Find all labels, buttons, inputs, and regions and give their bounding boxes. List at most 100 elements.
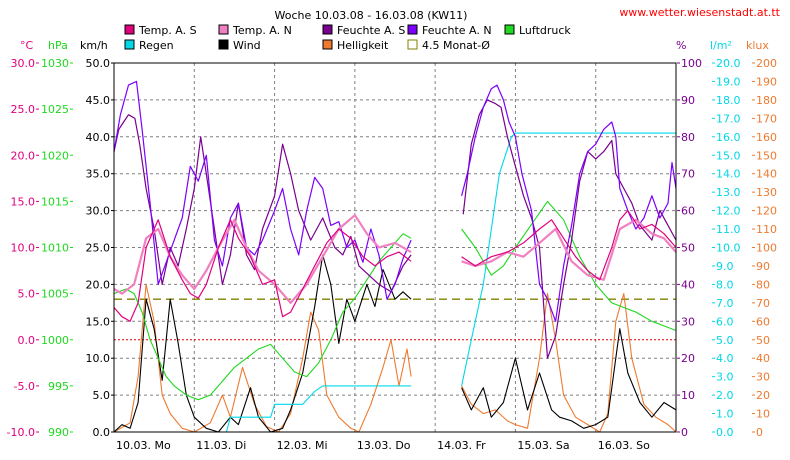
humidity-tick-label: 10 xyxy=(681,389,695,402)
legend-swatch xyxy=(124,24,135,35)
rain-tick-label: 14.0 xyxy=(716,168,741,181)
wind-tick-label: 0.0 xyxy=(93,426,111,439)
rain-tick-label: 17.0 xyxy=(716,112,741,125)
wind-tick-label: 35.0 xyxy=(86,168,111,181)
x-category-label: 12.03. Mi xyxy=(277,439,328,452)
legend-label: Luftdruck xyxy=(519,24,571,37)
pressure-tick-label: 995 xyxy=(48,380,69,393)
pressure-tick-label: 1015 xyxy=(41,195,69,208)
pressure-unit-label: hPa xyxy=(48,39,68,52)
legend-swatch xyxy=(322,24,333,35)
legend-label: Regen xyxy=(139,39,174,52)
axis-ticks: -10.0 -5.0 0.0 5.0 10.0 15.0 20.0 25.0 30.0 990 99… xyxy=(7,57,777,439)
humidity-tick-label: 90 xyxy=(681,94,695,107)
chart-title: Woche 10.03.08 - 16.03.08 (KW11) xyxy=(275,9,468,22)
legend-swatch xyxy=(504,24,515,35)
wind-tick-label: 25.0 xyxy=(86,242,111,255)
pressure-tick-label: 1000 xyxy=(41,334,69,347)
rain-tick-label: 5.0 xyxy=(716,334,734,347)
light-tick-label: 10 xyxy=(756,408,770,421)
wind-tick-label: 40.0 xyxy=(86,131,111,144)
rain-tick-label: 19.0 xyxy=(716,75,741,88)
rain-tick-label: 8.0 xyxy=(716,278,734,291)
x-category-label: 10.03. Mo xyxy=(116,439,171,452)
x-category-label: 11.03. Di xyxy=(196,439,246,452)
rain-tick-label: 10.0 xyxy=(716,242,741,255)
rain-tick-label: 6.0 xyxy=(716,315,734,328)
light-tick-label: 50 xyxy=(756,334,770,347)
rain-tick-label: 11.0 xyxy=(716,223,741,236)
light-tick-label: 0 xyxy=(756,426,763,439)
light-tick-label: 100 xyxy=(756,242,777,255)
light-tick-label: 190 xyxy=(756,75,777,88)
temp-tick-label: 20.0 xyxy=(11,149,36,162)
legend-label: Helligkeit xyxy=(337,39,389,52)
x-category-label: 16.03. So xyxy=(598,439,650,452)
rain-tick-label: 15.0 xyxy=(716,149,741,162)
wind-tick-label: 30.0 xyxy=(86,205,111,218)
x-category-label: 14.03. Fr xyxy=(437,439,486,452)
rain-tick-label: 3.0 xyxy=(716,371,734,384)
plot-grid xyxy=(114,63,676,432)
humidity-tick-label: 100 xyxy=(681,57,702,70)
site-url[interactable]: www.wetter.wiesenstadt.at.tt xyxy=(619,6,780,19)
rain-tick-label: 9.0 xyxy=(716,260,734,273)
wind-tick-label: 45.0 xyxy=(86,94,111,107)
pressure-tick-label: 1020 xyxy=(41,149,69,162)
light-tick-label: 120 xyxy=(756,205,777,218)
legend-swatch xyxy=(124,39,135,50)
wind-unit-label: km/h xyxy=(80,39,108,52)
temp-tick-label: 30.0 xyxy=(11,57,36,70)
plot-border xyxy=(113,62,677,433)
wind-tick-label: 50.0 xyxy=(86,57,111,70)
light-tick-label: 170 xyxy=(756,112,777,125)
pressure-tick-label: 1005 xyxy=(41,288,69,301)
pressure-tick-label: 1030 xyxy=(41,57,69,70)
temp-unit-label: °C xyxy=(20,39,34,52)
light-tick-label: 180 xyxy=(756,94,777,107)
humidity-tick-label: 70 xyxy=(681,168,695,181)
legend-swatch xyxy=(218,24,229,35)
rain-tick-label: 20.0 xyxy=(716,57,741,70)
humidity-tick-label: 60 xyxy=(681,205,695,218)
temp-tick-label: 0.0 xyxy=(18,334,36,347)
light-unit-label: klux xyxy=(746,39,769,52)
wind-tick-label: 5.0 xyxy=(93,389,111,402)
temp_n-series-line xyxy=(113,214,412,304)
legend: Temp. A. S Temp. A. N Feuchte A. S Feuchte … xyxy=(124,24,571,52)
x-axis-labels: 10.03. Mo 11.03. Di 12.03. Mi 13.03. Do 14.0… xyxy=(116,439,650,452)
regen-series-line xyxy=(461,132,676,387)
pressure-tick-label: 1025 xyxy=(41,103,69,116)
legend-swatch xyxy=(407,39,418,50)
humidity-tick-label: 40 xyxy=(681,278,695,291)
feuchte_n-series-line xyxy=(113,80,412,300)
rain-tick-label: 16.0 xyxy=(716,131,741,144)
legend-label: Feuchte A. S xyxy=(337,24,405,37)
legend-label: Temp. A. N xyxy=(232,24,292,37)
x-category-label: 15.03. Sa xyxy=(517,439,569,452)
temp_s-series-line xyxy=(461,210,677,281)
helligkeit-series-line xyxy=(461,293,677,433)
temp-tick-label: 15.0 xyxy=(11,195,36,208)
rain-tick-label: 12.0 xyxy=(716,205,741,218)
humidity-tick-label: 50 xyxy=(681,242,695,255)
rain-tick-label: 2.0 xyxy=(716,389,734,402)
light-tick-label: 200 xyxy=(756,57,777,70)
humidity-tick-label: 0 xyxy=(681,426,688,439)
light-tick-label: 40 xyxy=(756,352,770,365)
wind-tick-label: 20.0 xyxy=(86,278,111,291)
legend-label: Feuchte A. N xyxy=(422,24,492,37)
light-tick-label: 30 xyxy=(756,371,770,384)
light-tick-label: 80 xyxy=(756,278,770,291)
legend-label: 4.5 Monat-Ø xyxy=(422,39,490,52)
light-tick-label: 150 xyxy=(756,149,777,162)
legend-swatch xyxy=(218,39,229,50)
pressure-tick-label: 990 xyxy=(48,426,69,439)
light-tick-label: 130 xyxy=(756,186,777,199)
humidity-unit-label: % xyxy=(676,39,686,52)
temp-tick-label: 25.0 xyxy=(11,103,36,116)
data-series xyxy=(113,80,677,433)
plot-frame xyxy=(113,62,677,433)
feuchte_s-series-line xyxy=(462,99,677,359)
